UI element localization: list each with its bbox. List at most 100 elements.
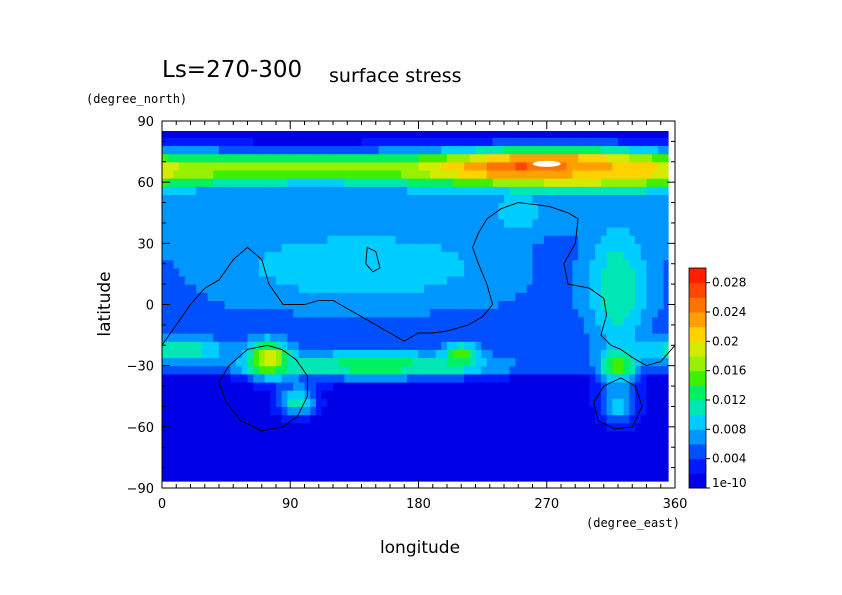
heatmap-cell <box>287 218 294 228</box>
heatmap-cell <box>412 284 420 293</box>
heatmap-cell <box>258 316 266 326</box>
heatmap-cell <box>179 259 186 269</box>
heatmap-cell <box>555 349 562 359</box>
heatmap-cell <box>532 243 539 253</box>
plot-area <box>162 131 669 482</box>
heatmap-cell <box>247 430 254 440</box>
heatmap-cell <box>526 341 534 350</box>
heatmap-cell <box>600 463 608 473</box>
heatmap-cell <box>441 308 448 318</box>
heatmap-cell <box>230 131 237 138</box>
heatmap-cell <box>458 202 465 212</box>
heatmap-cell <box>652 267 659 277</box>
heatmap-cell <box>543 447 551 456</box>
heatmap-cell <box>407 145 414 155</box>
heatmap-cell <box>276 316 283 326</box>
heatmap-cell <box>190 218 197 228</box>
heatmap-cell <box>213 341 220 350</box>
heatmap-cell <box>646 381 653 391</box>
heatmap-cell <box>241 251 249 261</box>
heatmap-cell <box>344 308 351 318</box>
heatmap-cell <box>418 316 425 326</box>
heatmap-cell <box>538 235 545 244</box>
heatmap-cell <box>196 227 203 236</box>
heatmap-cell <box>412 406 420 416</box>
heatmap-cell <box>640 422 648 432</box>
heatmap-cell <box>595 202 602 212</box>
heatmap-cell <box>572 324 579 334</box>
x-axis-label: longitude <box>380 538 460 558</box>
heatmap-cell <box>652 414 659 424</box>
heatmap-cell <box>583 137 591 147</box>
heatmap-cell <box>350 153 357 163</box>
heatmap-cell <box>532 194 539 204</box>
heatmap-cell <box>412 169 420 179</box>
heatmap-cell <box>657 235 665 244</box>
heatmap-cell <box>293 210 300 220</box>
heatmap-cell <box>384 227 391 236</box>
heatmap-cell <box>481 390 488 399</box>
heatmap-cell <box>407 186 414 195</box>
heatmap-cell <box>287 349 294 359</box>
heatmap-cell <box>327 235 334 244</box>
heatmap-cell <box>509 430 516 440</box>
heatmap-cell <box>276 194 283 204</box>
heatmap-cell <box>372 479 380 482</box>
heatmap-cell <box>424 349 431 359</box>
heatmap-cell <box>447 414 454 424</box>
heatmap-cell <box>372 194 380 204</box>
heatmap-cell <box>578 145 585 155</box>
heatmap-cell <box>162 316 169 326</box>
heatmap-cell <box>281 333 288 342</box>
heatmap-cell <box>435 447 442 456</box>
heatmap-cell <box>481 259 488 269</box>
heatmap-cell <box>184 137 192 147</box>
heatmap-cell <box>407 275 414 285</box>
heatmap-cell <box>566 137 573 147</box>
heatmap-cell <box>532 455 539 465</box>
heatmap-cell <box>167 357 174 367</box>
heatmap-cell <box>184 300 192 310</box>
heatmap-cell <box>412 227 420 236</box>
heatmap-cell <box>258 479 266 482</box>
heatmap-cell <box>623 169 630 179</box>
heatmap-cell <box>287 251 294 261</box>
heatmap-cell <box>595 398 602 408</box>
heatmap-cell <box>224 145 231 155</box>
heatmap-cell <box>196 430 203 440</box>
heatmap-cell <box>521 275 528 285</box>
heatmap-cell <box>469 479 477 482</box>
heatmap-cell <box>663 365 669 375</box>
heatmap-cell <box>475 463 482 473</box>
heatmap-cell <box>543 463 551 473</box>
heatmap-cell <box>504 455 511 465</box>
heatmap-cell <box>509 381 516 391</box>
heatmap-cell <box>344 259 351 269</box>
heatmap-cell <box>652 422 659 432</box>
heatmap-cell <box>253 300 260 310</box>
heatmap-cell <box>333 439 340 448</box>
heatmap-cell <box>424 202 431 212</box>
heatmap-cell <box>395 267 402 277</box>
heatmap-cell <box>201 422 209 432</box>
heatmap-cell <box>384 153 391 163</box>
heatmap-cell <box>549 235 556 244</box>
heatmap-cell <box>327 479 334 482</box>
heatmap-cell <box>458 390 465 399</box>
heatmap-cell <box>367 333 374 342</box>
heatmap-cell <box>361 137 368 147</box>
heatmap-cell <box>327 373 334 383</box>
heatmap-cell <box>196 259 203 269</box>
heatmap-cell <box>555 316 562 326</box>
heatmap-cell <box>190 333 197 342</box>
heatmap-cell <box>367 390 374 399</box>
heatmap-cell <box>378 186 385 195</box>
heatmap-cell <box>646 341 653 350</box>
heatmap-cell <box>350 267 357 277</box>
heatmap-cell <box>635 210 642 220</box>
heatmap-cell <box>504 308 511 318</box>
heatmap-cell <box>549 267 556 277</box>
heatmap-cell <box>521 463 528 473</box>
heatmap-cell <box>521 145 528 155</box>
heatmap-cell <box>447 316 454 326</box>
